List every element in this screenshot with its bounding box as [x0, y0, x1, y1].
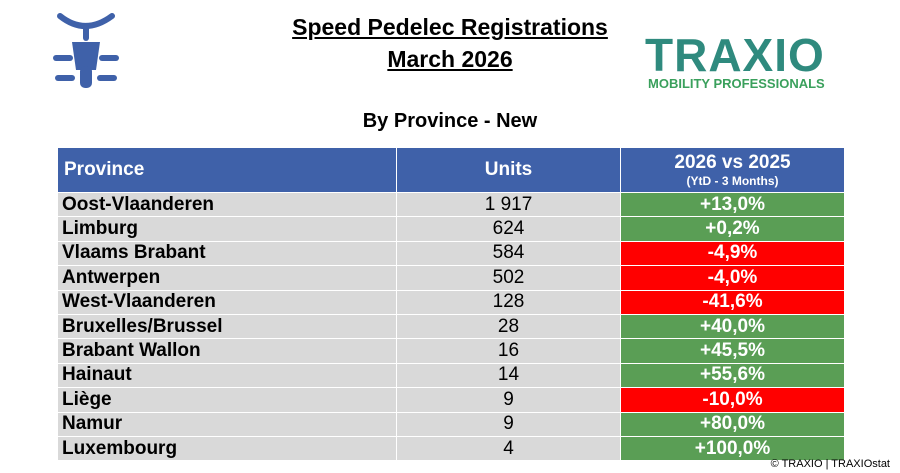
table-row: Luxembourg 4 +100,0% — [57, 435, 845, 462]
province-cell: Hainaut — [57, 362, 397, 389]
units-cell: 1 917 — [396, 191, 621, 218]
province-cell: Oost-Vlaanderen — [57, 191, 397, 218]
title: Speed Pedelec Registrations — [292, 14, 608, 40]
table-row: Namur 9 +80,0% — [57, 411, 845, 437]
province-cell: Brabant Wallon — [57, 338, 397, 364]
units-cell: 14 — [396, 362, 621, 389]
table-row: West-Vlaanderen 128 -41,6% — [57, 289, 845, 315]
change-cell: -4,9% — [620, 240, 845, 267]
units-cell: 128 — [396, 289, 621, 315]
units-cell: 4 — [396, 435, 621, 462]
units-cell: 624 — [396, 216, 621, 242]
column-header: Units — [396, 147, 621, 193]
province-cell: Bruxelles/Brussel — [57, 313, 397, 340]
province-cell: Limburg — [57, 216, 397, 242]
table-row: Antwerpen 502 -4,0% — [57, 265, 845, 291]
footer: © TRAXIO | TRAXIOstat — [770, 458, 890, 470]
subtitle: March 2026 — [387, 46, 513, 72]
change-cell: -10,0% — [620, 387, 845, 413]
column-header-line: 2026 vs 2025 — [674, 152, 791, 173]
province-cell: Antwerpen — [57, 265, 397, 291]
section-title: By Province - New — [362, 110, 538, 132]
change-cell: +0,2% — [620, 216, 845, 242]
province-cell: Liège — [57, 387, 397, 413]
change-cell: +40,0% — [620, 313, 845, 340]
bike-icon — [53, 13, 119, 88]
change-cell: -4,0% — [620, 265, 845, 291]
table-row: Liège 9 -10,0% — [57, 387, 845, 413]
column-header: Province — [57, 147, 397, 193]
table: Province Units 2026 vs 2025 (YtD - 3 Mont… — [57, 147, 845, 462]
logo-tagline: MOBILITY PROFESSIONALS — [648, 76, 825, 91]
table-row: Oost-Vlaanderen 1 917 +13,0% — [57, 191, 845, 218]
change-cell: +45,5% — [620, 338, 845, 364]
change-cell: +100,0% — [620, 435, 845, 462]
table-row: Brabant Wallon 16 +45,5% — [57, 338, 845, 364]
column-header: 2026 vs 2025 (YtD - 3 Months) — [620, 147, 845, 193]
table-row: Vlaams Brabant 584 -4,9% — [57, 240, 845, 267]
province-cell: West-Vlaanderen — [57, 289, 397, 315]
column-header-note: (YtD - 3 Months) — [686, 174, 779, 188]
province-cell: Vlaams Brabant — [57, 240, 397, 267]
table-row: Hainaut 14 +55,6% — [57, 362, 845, 389]
units-cell: 502 — [396, 265, 621, 291]
logo-name: TRAXIO — [645, 29, 825, 81]
province-cell: Namur — [57, 411, 397, 437]
units-cell: 16 — [396, 338, 621, 364]
units-cell: 9 — [396, 411, 621, 437]
units-cell: 9 — [396, 387, 621, 413]
change-cell: -41,6% — [620, 289, 845, 315]
change-cell: +13,0% — [620, 191, 845, 218]
province-cell: Luxembourg — [57, 435, 397, 462]
table-row: Limburg 624 +0,2% — [57, 216, 845, 242]
units-cell: 584 — [396, 240, 621, 267]
change-cell: +55,6% — [620, 362, 845, 389]
change-cell: +80,0% — [620, 411, 845, 437]
units-cell: 28 — [396, 313, 621, 340]
table-body: Oost-Vlaanderen 1 917 +13,0% Limburg 624 +0,2… — [57, 191, 845, 462]
table-row: Bruxelles/Brussel 28 +40,0% — [57, 313, 845, 340]
